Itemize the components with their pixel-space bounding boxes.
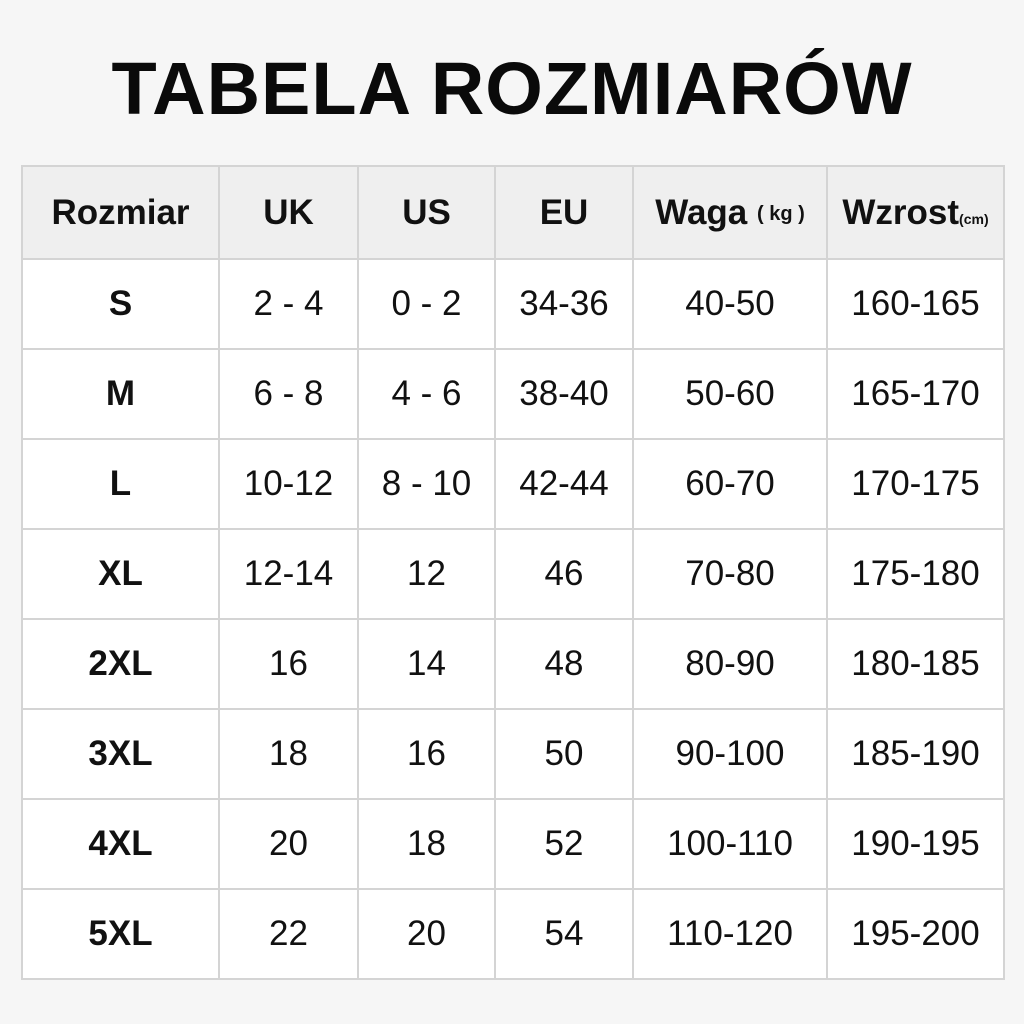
page-title: TABELA ROZMIARÓW (111, 47, 913, 130)
table-row: 2XL 16 14 48 80-90 180-185 (21, 618, 1005, 710)
cell-weight: 90-100 (632, 708, 828, 800)
table-row: XL 12-14 12 46 70-80 175-180 (21, 528, 1005, 620)
cell-weight: 60-70 (632, 438, 828, 530)
cell-size: 2XL (21, 618, 220, 710)
cell-us: 20 (357, 888, 496, 980)
cell-eu: 48 (494, 618, 634, 710)
cell-uk: 2 - 4 (218, 258, 359, 350)
cell-uk: 12-14 (218, 528, 359, 620)
cell-height: 195-200 (826, 888, 1005, 980)
cell-height: 190-195 (826, 798, 1005, 890)
cell-us: 16 (357, 708, 496, 800)
table-row: 3XL 18 16 50 90-100 185-190 (21, 708, 1005, 800)
cell-height: 165-170 (826, 348, 1005, 440)
table-row: L 10-12 8 - 10 42-44 60-70 170-175 (21, 438, 1005, 530)
cell-weight: 110-120 (632, 888, 828, 980)
cell-us: 14 (357, 618, 496, 710)
cell-size: XL (21, 528, 220, 620)
cell-us: 4 - 6 (357, 348, 496, 440)
cell-size: M (21, 348, 220, 440)
cell-height: 175-180 (826, 528, 1005, 620)
cell-uk: 18 (218, 708, 359, 800)
header-height-unit: (cm) (959, 210, 989, 227)
cell-eu: 34-36 (494, 258, 634, 350)
cell-weight: 40-50 (632, 258, 828, 350)
cell-size: 5XL (21, 888, 220, 980)
header-height: Wzrost(cm) (826, 165, 1005, 260)
cell-weight: 50-60 (632, 348, 828, 440)
cell-us: 0 - 2 (357, 258, 496, 350)
cell-us: 12 (357, 528, 496, 620)
cell-eu: 38-40 (494, 348, 634, 440)
header-us: US (357, 165, 496, 260)
header-height-label: Wzrost (842, 192, 960, 232)
cell-uk: 22 (218, 888, 359, 980)
cell-uk: 10-12 (218, 438, 359, 530)
cell-us: 8 - 10 (357, 438, 496, 530)
cell-height: 160-165 (826, 258, 1005, 350)
cell-weight: 100-110 (632, 798, 828, 890)
cell-us: 18 (357, 798, 496, 890)
header-weight-unit: ( kg ) (757, 202, 805, 225)
cell-size: 4XL (21, 798, 220, 890)
cell-uk: 6 - 8 (218, 348, 359, 440)
cell-size: 3XL (21, 708, 220, 800)
size-chart-table: Rozmiar UK US EU Waga ( kg ) Wzrost(cm) … (21, 165, 1005, 980)
cell-height: 185-190 (826, 708, 1005, 800)
cell-height: 180-185 (826, 618, 1005, 710)
cell-eu: 52 (494, 798, 634, 890)
header-weight: Waga ( kg ) (632, 165, 828, 260)
header-weight-label: Waga (655, 192, 748, 232)
cell-eu: 54 (494, 888, 634, 980)
cell-size: L (21, 438, 220, 530)
header-uk: UK (218, 165, 359, 260)
cell-uk: 16 (218, 618, 359, 710)
cell-weight: 70-80 (632, 528, 828, 620)
table-row: 4XL 20 18 52 100-110 190-195 (21, 798, 1005, 890)
header-size: Rozmiar (21, 165, 220, 260)
cell-eu: 42-44 (494, 438, 634, 530)
header-row: Rozmiar UK US EU Waga ( kg ) Wzrost(cm) (21, 165, 1005, 260)
cell-height: 170-175 (826, 438, 1005, 530)
cell-eu: 46 (494, 528, 634, 620)
header-eu: EU (494, 165, 634, 260)
cell-size: S (21, 258, 220, 350)
cell-uk: 20 (218, 798, 359, 890)
cell-eu: 50 (494, 708, 634, 800)
cell-weight: 80-90 (632, 618, 828, 710)
table-row: 5XL 22 20 54 110-120 195-200 (21, 888, 1005, 980)
